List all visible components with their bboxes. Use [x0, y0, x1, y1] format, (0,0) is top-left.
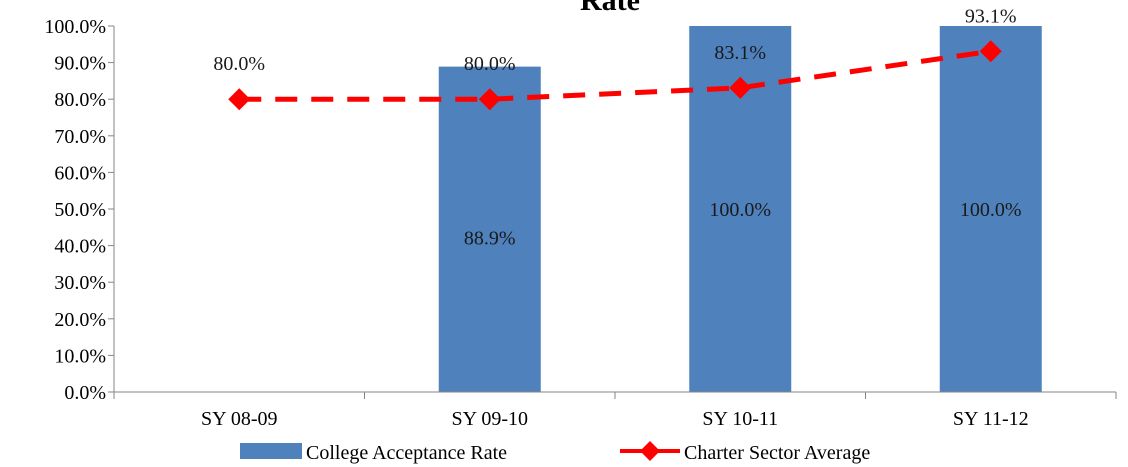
- bar: [438, 66, 541, 392]
- bar-data-label: 100.0%: [960, 199, 1022, 221]
- y-tick-label: 10.0%: [54, 345, 106, 367]
- bar: [939, 26, 1042, 392]
- legend-swatch-bar: [240, 443, 302, 459]
- line-series: [228, 40, 1002, 111]
- bar-series: [438, 26, 1042, 392]
- y-tick-label: 100.0%: [44, 16, 106, 38]
- legend-label-bar: College Acceptance Rate: [306, 442, 507, 464]
- y-tick-label: 30.0%: [54, 272, 106, 294]
- y-tick-label: 80.0%: [54, 89, 106, 111]
- y-tick-label: 60.0%: [54, 162, 106, 184]
- legend: College Acceptance Rate Charter Sector A…: [240, 441, 870, 464]
- axes: [113, 26, 1117, 399]
- line-data-labels: 80.0% 80.0% 83.1% 93.1%: [213, 5, 1016, 75]
- series-line: [239, 48, 992, 102]
- line-data-label: 80.0%: [213, 53, 265, 75]
- bar-data-labels: 88.9% 100.0% 100.0%: [464, 199, 1022, 249]
- x-tick-label: SY 08-09: [201, 408, 277, 430]
- line-data-label: 93.1%: [965, 5, 1017, 27]
- y-axis-ticks: 0.0% 10.0% 20.0% 30.0% 40.0% 50.0% 60.0% 70.0% 8…: [44, 16, 114, 404]
- y-tick-label: 20.0%: [54, 309, 106, 331]
- x-tick-label: SY 10-11: [702, 408, 778, 430]
- line-data-label: 83.1%: [714, 42, 766, 64]
- legend-label-line: Charter Sector Average: [684, 442, 870, 464]
- series-marker-diamond: [478, 88, 501, 111]
- series-marker-diamond: [228, 88, 251, 111]
- y-tick-label: 70.0%: [54, 126, 106, 148]
- y-tick-label: 40.0%: [54, 236, 106, 258]
- y-tick-label: 50.0%: [54, 199, 106, 221]
- y-tick-label: 0.0%: [64, 382, 106, 404]
- line-data-label: 80.0%: [464, 53, 516, 75]
- x-tick-label: SY 11-12: [953, 408, 1029, 430]
- x-axis-ticks: SY 08-09 SY 09-10 SY 10-11 SY 11-12: [201, 408, 1029, 430]
- y-tick-label: 90.0%: [54, 53, 106, 75]
- legend-marker-diamond: [640, 441, 660, 461]
- bar-data-label: 100.0%: [709, 199, 771, 221]
- x-tick-label: SY 09-10: [452, 408, 528, 430]
- series-marker-diamond: [979, 40, 1002, 63]
- chart-title: Rate: [580, 0, 640, 17]
- series-marker-diamond: [729, 76, 752, 99]
- bar-data-label: 88.9%: [464, 227, 516, 249]
